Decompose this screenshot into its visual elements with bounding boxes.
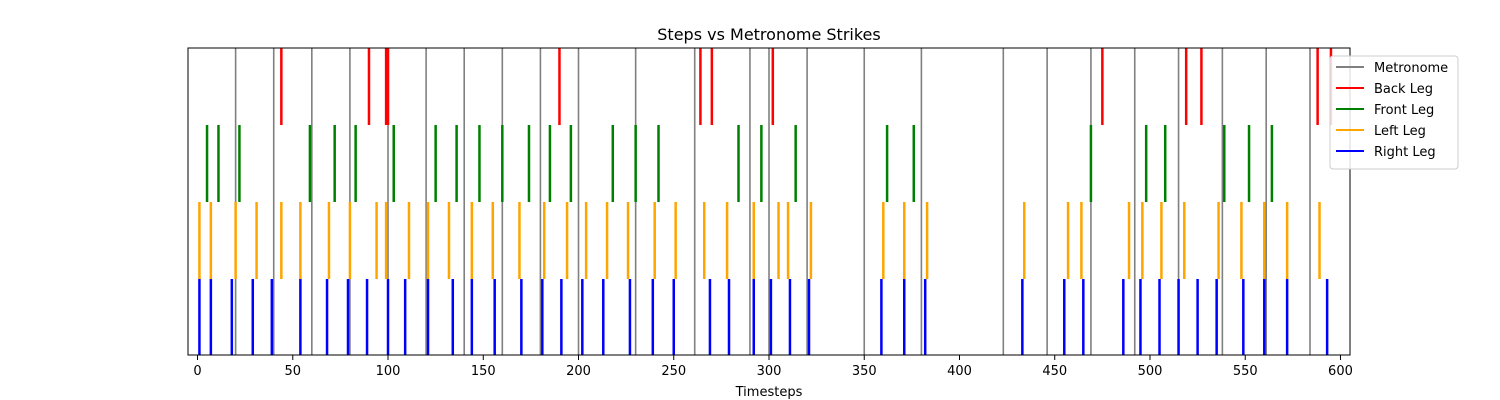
chart-title: Steps vs Metronome Strikes: [657, 25, 880, 44]
legend-label-left-leg: Left Leg: [1374, 124, 1426, 139]
x-tick-label: 50: [284, 364, 301, 379]
x-tick-label: 400: [947, 364, 972, 379]
event-marks: [198, 48, 1333, 355]
legend-label-right-leg: Right Leg: [1374, 145, 1436, 160]
x-tick-label: 500: [1138, 364, 1163, 379]
legend-label-front-leg: Front Leg: [1374, 103, 1434, 118]
x-tick-label: 550: [1233, 364, 1258, 379]
legend: Metronome Back Leg Front Leg Left Leg Right …: [1329, 55, 1459, 170]
legend-label-metronome: Metronome: [1374, 61, 1448, 76]
x-tick-label: 250: [661, 364, 686, 379]
x-tick-label: 350: [852, 364, 877, 379]
x-tick-label: 600: [1328, 364, 1353, 379]
legend-box: [1329, 55, 1459, 170]
x-axis-label: Timesteps: [735, 385, 803, 400]
legend-label-back-leg: Back Leg: [1374, 82, 1433, 97]
x-tick-label: 200: [566, 364, 591, 379]
x-tick-label: 150: [471, 364, 496, 379]
x-tick-label: 100: [376, 364, 401, 379]
x-tick-label: 0: [193, 364, 201, 379]
x-tick-label: 450: [1042, 364, 1067, 379]
x-axis: 0 50 100 150 200 250 300 350 400 450 500 550 600: [193, 355, 1353, 379]
x-tick-label: 300: [757, 364, 782, 379]
